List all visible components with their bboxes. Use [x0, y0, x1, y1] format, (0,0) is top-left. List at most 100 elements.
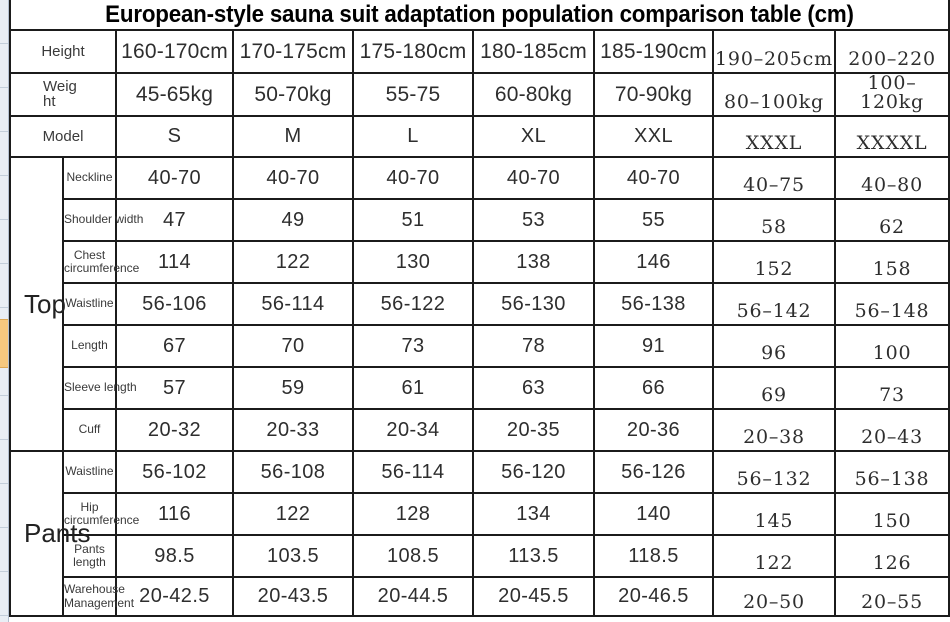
value-cell: 20–43 — [833, 408, 950, 452]
value-cell: M — [232, 115, 354, 158]
value-cell: 20-35 — [472, 408, 595, 452]
value-cell: 128 — [352, 492, 474, 536]
value-cell: 158 — [833, 240, 950, 284]
value-cell: 40-70 — [115, 156, 234, 200]
row-label-weight: Weight — [9, 72, 117, 117]
value-cell: 69 — [712, 366, 836, 410]
value-cell: 20-34 — [352, 408, 474, 452]
value-cell: 51 — [352, 198, 474, 242]
row-label-cuff: Cuff — [62, 408, 117, 452]
value-cell: 190–205cm — [712, 29, 836, 74]
value-cell: 175-180cm — [352, 29, 474, 74]
value-cell: 40–75 — [712, 156, 836, 200]
row-label-hip-circumference: Hip circumference — [62, 492, 139, 536]
value-cell: 185-190cm — [593, 29, 714, 74]
value-cell: 150 — [833, 492, 950, 536]
value-cell: 50-70kg — [232, 72, 354, 117]
value-cell: 113.5 — [472, 534, 595, 578]
waistline-pants-row: Pants Waistline 56-102 56-108 56-114 56-… — [9, 450, 950, 617]
hip-circumference-row: Hip circumference 116 122 128 134 140 14… — [10, 492, 950, 536]
value-cell: 62 — [833, 198, 950, 242]
value-cell: L — [352, 115, 474, 158]
value-cell: 20-42.5 — [115, 576, 234, 617]
value-cell: XXXXL — [833, 115, 950, 158]
value-cell: 180-185cm — [472, 29, 595, 74]
value-cell: 56–138 — [833, 450, 950, 494]
value-cell: 56-108 — [232, 450, 354, 494]
pants-length-row: Pants length 98.5 103.5 108.5 113.5 118.… — [10, 534, 950, 578]
waistline-top-row: Waistline 56-106 56-114 56-122 56-130 56… — [10, 282, 950, 326]
shoulder-width-row: Shoulder width 47 49 51 53 55 58 62 — [10, 198, 950, 242]
value-cell: 57 — [115, 366, 234, 410]
value-cell: 122 — [712, 534, 836, 578]
value-cell: 61 — [352, 366, 474, 410]
value-cell: 80–100kg — [712, 72, 836, 117]
row-label-shoulder-width: Shoulder width — [62, 198, 143, 242]
height-row: Height 160-170cm 170-175cm 175-180cm 180… — [9, 29, 950, 74]
strip-orange-highlight — [0, 319, 8, 368]
value-cell: 20-46.5 — [593, 576, 714, 617]
value-cell: 56-114 — [352, 450, 474, 494]
row-label-warehouse-management: Warehouse Management — [62, 576, 134, 617]
value-cell: 56-120 — [472, 450, 595, 494]
row-label-pants-length: Pants length — [62, 534, 117, 578]
row-label-waistline-top: Waistline — [62, 282, 117, 326]
value-cell: 40-70 — [472, 156, 595, 200]
value-cell: 56–148 — [833, 282, 950, 326]
row-label-neckline: Neckline — [62, 156, 117, 200]
value-cell: 73 — [833, 366, 950, 410]
warehouse-management-row: Warehouse Management 20-42.5 20-43.5 20-… — [10, 576, 950, 617]
value-cell: XXL — [593, 115, 714, 158]
value-cell: 56-114 — [232, 282, 354, 326]
value-cell: 70-90kg — [593, 72, 714, 117]
value-cell: 116 — [115, 492, 234, 536]
value-cell: 20-32 — [115, 408, 234, 452]
value-cell: 55-75 — [352, 72, 474, 117]
value-cell: 40-70 — [232, 156, 354, 200]
value-cell: 118.5 — [593, 534, 714, 578]
value-cell: S — [115, 115, 234, 158]
value-cell: 56-106 — [115, 282, 234, 326]
title-row: European-style sauna suit adaptation pop… — [8, 0, 950, 31]
value-cell: 56-138 — [593, 282, 714, 326]
value-cell: 60-80kg — [472, 72, 595, 117]
value-cell: 108.5 — [352, 534, 474, 578]
value-cell: 47 — [115, 198, 234, 242]
value-cell: XL — [472, 115, 595, 158]
chest-circumference-row: Chest circumference 114 122 130 138 146 … — [10, 240, 950, 284]
value-cell: 58 — [712, 198, 836, 242]
value-cell: 45-65kg — [115, 72, 234, 117]
value-cell: 138 — [472, 240, 595, 284]
section-label-pants: Pants — [9, 450, 91, 617]
value-cell: 20–50 — [712, 576, 836, 617]
value-cell: 20-33 — [232, 408, 354, 452]
value-cell: 122 — [232, 240, 354, 284]
row-label-chest-circumference: Chest circumference — [62, 240, 139, 284]
row-label-model: Model — [9, 115, 117, 158]
value-cell: 20-43.5 — [232, 576, 354, 617]
value-cell: 152 — [712, 240, 836, 284]
value-cell: 96 — [712, 324, 836, 368]
value-cell: 59 — [232, 366, 354, 410]
value-cell: 40-70 — [352, 156, 474, 200]
value-cell: 56-122 — [352, 282, 474, 326]
row-label-waistline-pants: Waistline — [62, 450, 117, 494]
value-cell: 53 — [472, 198, 595, 242]
value-cell: 78 — [472, 324, 595, 368]
value-cell: 100 — [833, 324, 950, 368]
value-cell: 40–80 — [833, 156, 950, 200]
value-cell: 66 — [593, 366, 714, 410]
value-cell: 140 — [593, 492, 714, 536]
value-cell: 40-70 — [593, 156, 714, 200]
value-cell: 100–120kg — [833, 72, 950, 117]
value-cell: 56-130 — [472, 282, 595, 326]
value-cell: 56–142 — [712, 282, 836, 326]
weight-label-text: Weight — [43, 77, 77, 111]
weight-row: Weight 45-65kg 50-70kg 55-75 60-80kg 70-… — [9, 72, 950, 117]
value-cell: 20-36 — [593, 408, 714, 452]
value-cell: 20-45.5 — [472, 576, 595, 617]
value-cell: 56-126 — [593, 450, 714, 494]
section-label-top: Top — [9, 156, 66, 452]
model-row: Model S M L XL XXL XXXL XXXXL — [9, 115, 950, 158]
value-cell: 63 — [472, 366, 595, 410]
